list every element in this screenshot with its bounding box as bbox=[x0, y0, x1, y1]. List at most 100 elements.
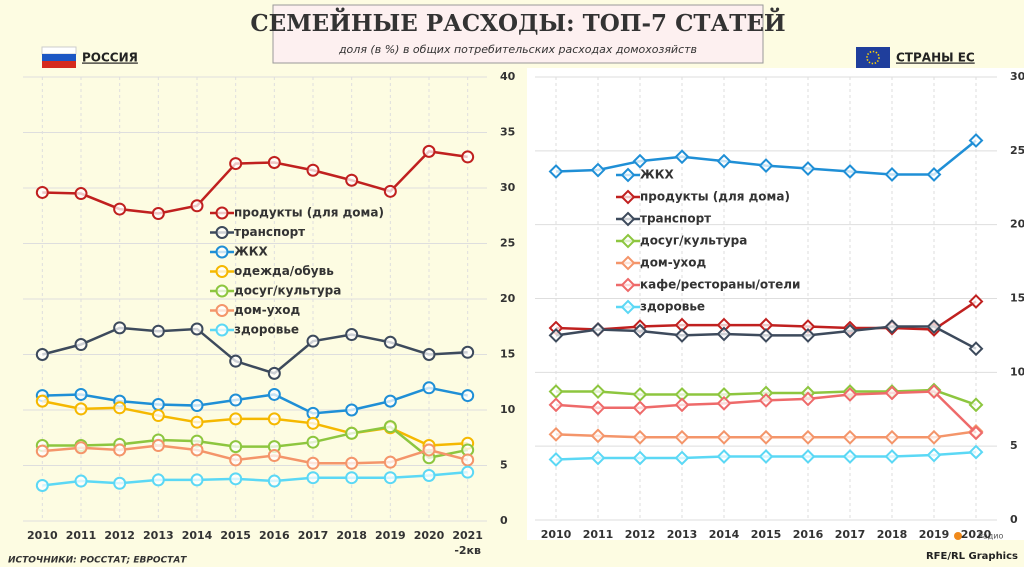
marker bbox=[884, 385, 900, 401]
marker bbox=[74, 441, 88, 455]
x-tick-label: 2018 bbox=[336, 529, 367, 542]
marker bbox=[842, 429, 858, 445]
marker bbox=[383, 335, 397, 349]
marker bbox=[461, 453, 475, 467]
legend-label: дом-уход bbox=[234, 303, 301, 317]
x-tick-label: 2012 bbox=[625, 528, 656, 541]
marker bbox=[113, 321, 127, 335]
marker bbox=[422, 144, 436, 158]
marker bbox=[113, 202, 127, 216]
marker bbox=[74, 187, 88, 201]
x-tick-label: 2019 bbox=[375, 529, 406, 542]
marker bbox=[716, 429, 732, 445]
legend-marker bbox=[215, 304, 229, 317]
y-tick-label: 40 bbox=[500, 70, 516, 83]
marker bbox=[800, 449, 816, 464]
marker bbox=[190, 399, 204, 413]
marker bbox=[383, 471, 397, 485]
marker bbox=[632, 429, 648, 445]
legend-label: дом-уход bbox=[640, 256, 707, 270]
y-tick-label: 35 bbox=[500, 126, 515, 139]
marker bbox=[383, 420, 397, 434]
legend-marker bbox=[215, 206, 229, 220]
marker bbox=[842, 387, 858, 402]
marker bbox=[590, 450, 606, 466]
marker bbox=[151, 473, 165, 487]
y-tick-label: 5 bbox=[500, 459, 508, 472]
marker bbox=[758, 429, 774, 445]
legend-marker bbox=[620, 189, 636, 205]
panel-title: РОССИЯ bbox=[82, 51, 138, 65]
x-tick-label: 2021 -2кв bbox=[452, 529, 483, 557]
marker bbox=[842, 449, 858, 464]
y-tick-label: 30 bbox=[1010, 70, 1024, 83]
series-line bbox=[42, 386, 468, 415]
marker bbox=[151, 324, 165, 338]
legend-marker bbox=[215, 245, 229, 259]
x-tick-label: 2016 bbox=[793, 528, 824, 541]
marker bbox=[926, 429, 942, 445]
logo-text: Радио bbox=[978, 532, 1003, 541]
marker bbox=[35, 478, 49, 492]
marker bbox=[229, 354, 243, 368]
legend-marker bbox=[620, 167, 636, 183]
marker bbox=[113, 476, 127, 490]
legend-label: здоровье bbox=[640, 300, 705, 314]
marker bbox=[632, 323, 648, 339]
marker bbox=[190, 322, 204, 336]
legend-marker bbox=[620, 299, 636, 315]
marker bbox=[74, 338, 88, 352]
marker bbox=[800, 328, 816, 343]
marker bbox=[229, 157, 243, 171]
x-tick-label: 2015 bbox=[751, 528, 782, 541]
eu-flag bbox=[856, 47, 890, 68]
legend-marker bbox=[620, 233, 636, 249]
marker bbox=[422, 381, 436, 395]
marker bbox=[306, 471, 320, 485]
series-line bbox=[42, 150, 468, 215]
russia-flag bbox=[41, 46, 77, 68]
marker bbox=[229, 393, 243, 407]
marker bbox=[968, 294, 984, 309]
marker bbox=[842, 164, 858, 179]
x-tick-label: 2011 bbox=[583, 528, 614, 541]
marker bbox=[345, 456, 359, 470]
marker bbox=[590, 384, 606, 399]
legend-label: продукты (для дома) bbox=[640, 190, 790, 204]
marker bbox=[632, 450, 648, 466]
marker bbox=[461, 389, 475, 403]
legend-marker bbox=[215, 323, 229, 337]
marker bbox=[267, 449, 281, 463]
legend-label: ЖКХ bbox=[640, 168, 674, 182]
marker bbox=[74, 387, 88, 401]
marker bbox=[884, 449, 900, 464]
marker bbox=[74, 402, 88, 416]
x-tick-label: 2018 bbox=[877, 528, 908, 541]
page-title: СЕМЕЙНЫЕ РАСХОДЫ: ТОП-7 СТАТЕЙ bbox=[250, 8, 785, 37]
marker bbox=[716, 449, 732, 464]
marker bbox=[190, 199, 204, 213]
page-subtitle: доля (в %) в общих потребительских расхо… bbox=[338, 43, 697, 56]
legend-label: здоровье bbox=[234, 323, 299, 337]
y-tick-label: 10 bbox=[500, 403, 516, 416]
marker bbox=[884, 319, 900, 334]
x-tick-label: 2015 bbox=[220, 529, 251, 542]
x-tick-label: 2013 bbox=[667, 528, 698, 541]
legend-marker bbox=[215, 284, 229, 298]
legend-marker bbox=[620, 255, 636, 271]
x-tick-label: 2019 bbox=[919, 528, 950, 541]
marker bbox=[926, 319, 942, 334]
marker bbox=[383, 394, 397, 408]
marker bbox=[345, 328, 359, 342]
y-tick-label: 15 bbox=[1010, 292, 1024, 305]
legend-marker bbox=[215, 265, 229, 278]
marker bbox=[800, 161, 816, 176]
marker bbox=[345, 471, 359, 485]
marker bbox=[383, 184, 397, 198]
marker bbox=[461, 345, 475, 359]
legend-marker bbox=[620, 211, 636, 227]
x-tick-label: 2012 bbox=[104, 529, 135, 542]
title-box bbox=[272, 4, 764, 64]
marker bbox=[306, 456, 320, 470]
marker bbox=[758, 158, 774, 174]
